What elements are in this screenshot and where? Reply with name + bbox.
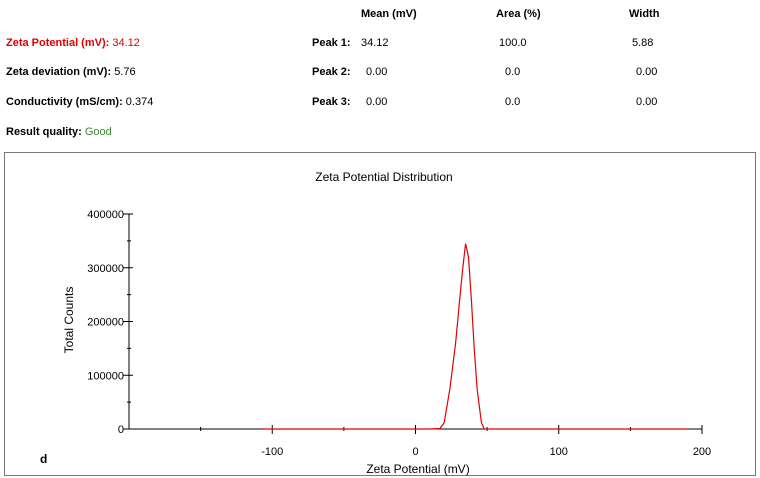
peak-1-area: 100.0	[499, 37, 527, 49]
col-header-area: Area (%)	[496, 8, 541, 20]
result-quality-label: Result quality:	[6, 126, 82, 138]
peak-3-mean: 0.00	[366, 96, 388, 108]
y-tick-label-0: 0	[118, 424, 124, 436]
conductivity-value: 0.374	[125, 96, 154, 108]
x-tick-label-200: 200	[693, 446, 711, 458]
y-axis-label: Total Counts	[62, 287, 76, 354]
x-tick-label--100: -100	[261, 446, 283, 458]
peak-1-label: Peak 1:	[312, 37, 351, 49]
series-line-0	[262, 243, 688, 430]
zeta-potential-label: Zeta Potential (mV):	[6, 37, 110, 49]
col-header-mean: Mean (mV)	[361, 8, 417, 20]
y-tick-label-200000: 200000	[87, 317, 124, 329]
peak-2-mean: 0.00	[366, 66, 388, 78]
peak-2-area: 0.0	[505, 66, 521, 78]
zeta-deviation-row: Zeta deviation (mV): 5.76	[6, 66, 136, 78]
x-axis-label: Zeta Potential (mV)	[366, 462, 469, 476]
peak-1-mean: 34.12	[361, 37, 389, 49]
peak-3-area: 0.0	[505, 96, 521, 108]
x-tick-label-100: 100	[550, 446, 568, 458]
y-tick-label-100000: 100000	[87, 370, 124, 382]
zeta-deviation-label: Zeta deviation (mV):	[6, 66, 112, 78]
conductivity-label: Conductivity (mS/cm):	[6, 96, 123, 108]
zeta-deviation-value: 5.76	[114, 66, 136, 78]
x-tick-label-0: 0	[412, 446, 418, 458]
zeta-potential-row: Zeta Potential (mV): 34.12	[6, 37, 140, 49]
y-tick-label-300000: 300000	[87, 263, 124, 275]
peak-3-label: Peak 3:	[312, 96, 351, 108]
result-quality-row: Result quality: Good	[6, 126, 112, 138]
result-quality-value: Good	[84, 126, 112, 138]
chart-title: Zeta Potential Distribution	[315, 170, 452, 184]
chart-frame	[4, 152, 756, 476]
peak-2-width: 0.00	[636, 66, 658, 78]
conductivity-row: Conductivity (mS/cm): 0.374	[6, 96, 153, 108]
peak-2-label: Peak 2:	[312, 66, 351, 78]
y-tick-label-400000: 400000	[87, 209, 124, 221]
peak-1-width: 5.88	[632, 37, 654, 49]
col-header-width: Width	[629, 8, 660, 20]
zeta-potential-value: 34.12	[112, 37, 140, 49]
axes: 0 100000 200000 300000 400000 -100 0 100 200	[87, 209, 711, 458]
panel-letter: d	[40, 452, 48, 466]
peak-3-width: 0.00	[636, 96, 658, 108]
series-layer	[262, 243, 688, 430]
